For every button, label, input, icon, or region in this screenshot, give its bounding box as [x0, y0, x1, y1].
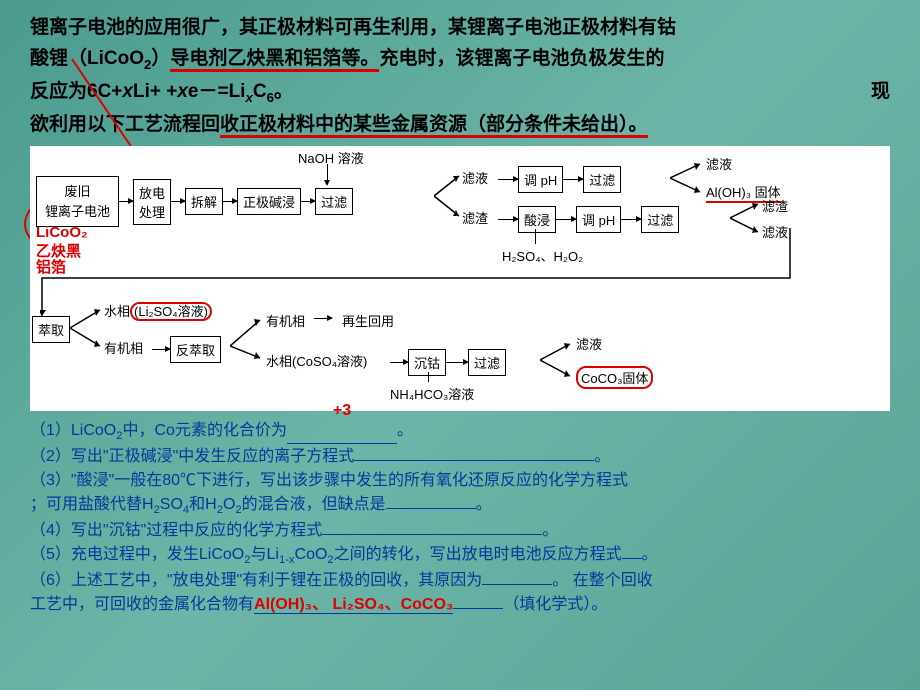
questions: （1）LiCoO2中，Co元素的化合价为+3。 （2）写出"正极碱浸"中发生反应…: [30, 419, 890, 617]
i: x: [177, 81, 188, 102]
underlined: 导电剂乙炔黑和铝箔等。: [170, 48, 379, 72]
t: （6）上述工艺中，"放电处理"有利于锂在正极的回收，其原因为: [30, 572, 482, 589]
underlined: 收正极材料中的某些金属资源（部分条件未给出）。: [220, 114, 648, 138]
t: （4）写出"沉钴"过程中反应的化学方程式: [30, 522, 322, 539]
annot-licoo2: LiCoO₂: [36, 224, 88, 241]
out-coco3: CoCO₃固体: [576, 366, 653, 389]
arrow: [498, 219, 518, 220]
t: 现: [871, 76, 890, 107]
i: x: [245, 90, 252, 105]
annot-al: 铝箔: [36, 256, 66, 277]
arrow: [171, 201, 185, 202]
arrow: [314, 318, 332, 319]
t: Li+ +: [133, 81, 177, 102]
naoh-label: NaOH 溶液: [298, 148, 364, 167]
t: （3）"酸浸"一般在80℃下进行，写出该步骤中发生的所有氧化还原反应的化学方程式: [30, 472, 628, 489]
t: 欲利用以下工艺流程回: [30, 114, 220, 135]
out-liq: 滤液: [706, 154, 732, 173]
t: （1）LiCoO: [30, 422, 116, 439]
zaisheng-label: 再生回用: [342, 311, 394, 330]
t: 和H: [189, 496, 217, 513]
sub: 1-x: [279, 554, 295, 566]
q2: （2）写出"正极碱浸"中发生反应的离子方程式 。: [30, 445, 890, 469]
flowchart: NaOH 溶液 废旧 锂离子电池 放电 处理 拆解 正极碱浸 过滤 滤液 滤渣: [30, 146, 890, 411]
t: ；可用盐酸代替H: [30, 496, 154, 513]
li2so4-circle: (Li₂SO₄溶液): [130, 302, 212, 321]
shui2-label: 水相(CoSO₄溶液): [266, 351, 367, 370]
t: 。: [274, 81, 293, 102]
intro-text: 锂离子电池的应用很广，其正极材料可再生利用，某锂离子电池正极材料有钴 酸锂（Li…: [30, 12, 890, 140]
arrow: [390, 362, 408, 363]
t: （5）充电过程中，发生LiCoO: [30, 546, 244, 563]
i: x: [122, 81, 133, 102]
answer: Al(OH)₃、 Li₂SO₄、CoCO₃: [254, 596, 453, 614]
t: 放电 处理: [139, 183, 165, 221]
arrow: [223, 201, 237, 202]
arrow: [621, 219, 641, 220]
youji-label: 有机相: [104, 338, 143, 357]
t: 反应为6C+: [30, 81, 122, 102]
arrow: [446, 362, 468, 363]
t: 。: [397, 422, 413, 439]
t: C: [253, 81, 267, 102]
box-discharge: 放电 处理: [133, 179, 171, 225]
t: 废旧: [65, 184, 91, 199]
out-zha2: 滤渣: [762, 196, 788, 215]
q4: （4）写出"沉钴"过程中反应的化学方程式 。: [30, 519, 890, 543]
t: O: [223, 496, 235, 513]
t: 水相: [104, 304, 130, 319]
box-precip: 沉钴: [408, 349, 446, 376]
q3: （3）"酸浸"一般在80℃下进行，写出该步骤中发生的所有氧化还原反应的化学方程式…: [30, 469, 890, 519]
nh4-label: NH₄HCO₃溶液: [390, 384, 474, 403]
t: 。: [594, 448, 610, 465]
q1: （1）LiCoO2中，Co元素的化合价为+3。: [30, 419, 890, 445]
t: 。: [642, 546, 658, 563]
arrow: [301, 201, 315, 202]
t: 锂离子电池的应用很广，其正极材料可再生利用，某锂离子电池正极材料有钴: [30, 17, 676, 38]
youji2-label: 有机相: [266, 311, 305, 330]
t: 中，Co元素的化合价为: [123, 422, 287, 439]
arrow: [498, 179, 518, 180]
t: ）: [151, 48, 170, 69]
box-extract: 萃取: [32, 316, 70, 343]
t: 与Li: [251, 546, 279, 563]
out-liq3: 滤液: [576, 334, 602, 353]
box-filter2: 过滤: [583, 166, 621, 193]
arrow: [563, 179, 583, 180]
arrow-up2: [428, 372, 429, 382]
t: （填化学式）。: [503, 596, 607, 613]
t: e－=Li: [188, 81, 246, 102]
t: CoO: [295, 546, 328, 563]
box-alkali: 正极碱浸: [237, 188, 301, 215]
t: 。: [542, 522, 558, 539]
t: 之间的转化，写出放电时电池反应方程式: [334, 546, 622, 563]
box-disassemble: 拆解: [185, 188, 223, 215]
t: 的混合液，但缺点是: [242, 496, 386, 513]
sub: 6: [267, 90, 274, 105]
t: 锂离子电池: [45, 204, 110, 219]
t: 工艺中，可回收的金属化合物有: [30, 596, 254, 613]
box-filter1: 过滤: [315, 188, 353, 215]
box-ph1: 调 pH: [518, 166, 563, 193]
q5: （5）充电过程中，发生LiCoO2与Li1-xCoO2之间的转化，写出放电时电池…: [30, 543, 890, 569]
shui-label: 水相(Li₂SO₄溶液): [104, 301, 212, 320]
box-reextract: 反萃取: [170, 336, 221, 363]
box-battery: 废旧 锂离子电池: [36, 176, 119, 227]
arrow: [152, 349, 170, 350]
label-zha: 滤渣: [462, 208, 488, 227]
arrow: [119, 201, 133, 202]
answer: +3: [333, 402, 351, 419]
t: 酸锂（LiCoO: [30, 48, 144, 69]
t: 。 在整个回收: [552, 572, 652, 589]
box-filter4: 过滤: [468, 349, 506, 376]
t: SO: [160, 496, 183, 513]
q6: （6）上述工艺中，"放电处理"有利于锂在正极的回收，其原因为 。 在整个回收 工艺…: [30, 569, 890, 617]
t: （2）写出"正极碱浸"中发生反应的离子方程式: [30, 448, 354, 465]
t: 充电时，该锂离子电池负极发生的: [379, 48, 664, 69]
arrow: [556, 219, 576, 220]
label-liq: 滤液: [462, 168, 488, 187]
t: 。: [476, 496, 492, 513]
